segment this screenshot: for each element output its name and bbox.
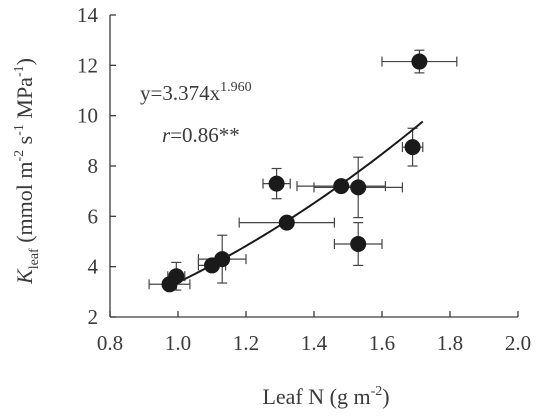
- fit-equation-exponent: 1.960: [220, 80, 252, 95]
- x-tick-label: 1.8: [437, 331, 463, 355]
- correlation-annotation: r=0.86**: [162, 123, 240, 147]
- x-axis-title-sup: -2: [371, 384, 383, 399]
- y-tick-label: 8: [88, 154, 99, 178]
- correlation-symbol: r: [162, 123, 171, 147]
- y-tick-label: 4: [88, 255, 99, 279]
- y-axis-title-subscript: leaf: [27, 248, 42, 269]
- data-point: [168, 268, 185, 285]
- y-tick-label: 2: [88, 305, 99, 329]
- data-point: [411, 53, 428, 70]
- x-tick-label: 0.8: [97, 331, 123, 355]
- data-point: [278, 214, 295, 231]
- x-tick-label: 2.0: [505, 331, 531, 355]
- x-axis-title: Leaf N (g m-2): [262, 384, 389, 409]
- y-tick-label: 6: [88, 204, 99, 228]
- y-axis-title-symbol: K: [12, 268, 37, 285]
- y-axis-title-unit-sup: -1: [12, 65, 27, 77]
- data-point: [404, 139, 421, 156]
- x-axis-title-tail: ): [382, 384, 389, 409]
- x-axis-title-main: Leaf N (g m: [262, 384, 370, 409]
- y-axis-title: Kleaf (mmol m-2 s-1 MPa-1): [12, 58, 42, 285]
- y-axis-title-unit: MPa: [12, 77, 37, 124]
- x-tick-label: 1.6: [369, 331, 395, 355]
- axes: 0.8 1.0 1.2 1.4 1.6 1.8 2.0 2 4 6 8 10 12 14: [77, 3, 531, 355]
- correlation-value: =0.86**: [170, 123, 240, 147]
- y-axis-title-unit: s: [12, 136, 37, 150]
- x-tick-label: 1.4: [301, 331, 328, 355]
- data-point: [350, 236, 367, 253]
- y-axis-title-unit-sup: -2: [12, 150, 27, 162]
- y-axis-title-unit: ): [12, 58, 37, 65]
- labels: y=3.374x1.960 r=0.86** Leaf N (g m-2) Kl…: [12, 58, 390, 409]
- x-tick-label: 1.0: [165, 331, 191, 355]
- y-tick-label: 12: [77, 53, 98, 77]
- data-point: [214, 251, 231, 268]
- data-point: [268, 175, 285, 192]
- y-tick-label: 14: [77, 3, 99, 27]
- data-point: [333, 178, 350, 195]
- y-axis-title-unit-sup: -1: [12, 124, 27, 136]
- y-tick-label: 10: [77, 104, 98, 128]
- x-tick-label: 1.2: [233, 331, 259, 355]
- data-points: [161, 53, 428, 293]
- y-axis-title-unit: (mmol m: [12, 162, 37, 249]
- fit-equation-annotation: y=3.374x1.960: [140, 80, 252, 105]
- data-point: [350, 179, 367, 196]
- fit-equation-base: y=3.374x: [140, 81, 221, 105]
